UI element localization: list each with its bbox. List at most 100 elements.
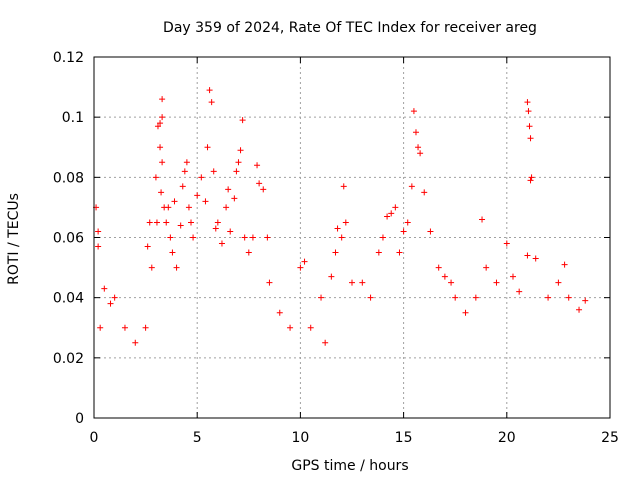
x-tick-label: 20: [498, 430, 516, 446]
data-point: [264, 234, 271, 241]
data-point: [479, 216, 486, 223]
data-point: [417, 150, 424, 157]
data-point: [404, 219, 411, 226]
data-point: [421, 189, 428, 196]
data-point: [239, 117, 246, 124]
data-point: [338, 234, 345, 241]
data-point: [318, 294, 325, 301]
data-point: [392, 204, 399, 211]
data-point: [415, 144, 422, 151]
data-point: [225, 186, 232, 193]
data-point: [237, 147, 244, 154]
data-point: [396, 249, 403, 256]
x-tick-label: 10: [291, 430, 309, 446]
data-point: [111, 294, 118, 301]
scatter-points: [93, 87, 589, 346]
y-tick-labels: 0 0.02 0.04 0.06 0.08 0.1 0.12: [53, 50, 84, 427]
data-point: [210, 168, 217, 175]
data-point: [561, 261, 568, 268]
data-point: [241, 234, 248, 241]
y-tick-label: 0.06: [53, 231, 84, 247]
data-point: [545, 294, 552, 301]
data-point: [334, 225, 341, 232]
y-tick-label: 0.08: [53, 170, 84, 186]
data-point: [204, 144, 211, 151]
data-point: [235, 159, 242, 166]
y-axis-label: ROTI / TECUs: [6, 193, 22, 285]
data-point: [206, 87, 213, 94]
data-point: [503, 240, 510, 247]
data-point: [328, 273, 335, 280]
data-point: [527, 135, 534, 142]
data-point: [287, 324, 294, 331]
data-point: [190, 234, 197, 241]
data-point: [525, 108, 532, 115]
data-point: [493, 279, 500, 286]
data-point: [153, 219, 160, 226]
data-point: [173, 264, 180, 271]
data-point: [142, 324, 149, 331]
data-point: [582, 297, 589, 304]
data-point: [181, 168, 188, 175]
data-point: [249, 234, 256, 241]
data-point: [340, 183, 347, 190]
data-point: [154, 123, 161, 130]
data-point: [448, 279, 455, 286]
data-point: [509, 273, 516, 280]
data-point: [375, 249, 382, 256]
data-point: [159, 114, 166, 121]
data-point: [576, 306, 583, 313]
data-point: [165, 204, 172, 211]
data-point: [223, 204, 230, 211]
data-point: [218, 240, 225, 247]
data-point: [276, 309, 283, 316]
y-tick-label: 0.02: [53, 351, 84, 367]
data-point: [194, 192, 201, 199]
data-point: [408, 183, 415, 190]
data-point: [266, 279, 273, 286]
data-point: [472, 294, 479, 301]
x-tick-labels: 0 5 10 15 20 25: [90, 430, 619, 446]
data-point: [452, 294, 459, 301]
x-tick-label: 0: [90, 430, 99, 446]
data-point: [245, 249, 252, 256]
gridlines: [94, 57, 610, 418]
data-point: [410, 108, 417, 115]
data-point: [379, 234, 386, 241]
data-point: [435, 264, 442, 271]
y-tick-label: 0: [75, 411, 84, 427]
data-point: [555, 279, 562, 286]
data-point: [171, 198, 178, 205]
axis-ticks: [93, 56, 611, 419]
data-point: [231, 195, 238, 202]
x-tick-label: 25: [601, 430, 619, 446]
data-point: [97, 324, 104, 331]
data-point: [349, 279, 355, 286]
data-point: [527, 177, 534, 184]
data-point: [359, 279, 366, 286]
data-point: [198, 174, 205, 181]
data-point: [132, 339, 139, 346]
data-point: [462, 309, 469, 316]
data-point: [301, 258, 308, 265]
data-point: [388, 210, 395, 217]
data-point: [412, 129, 419, 136]
data-point: [342, 219, 349, 226]
data-point: [157, 144, 164, 151]
data-point: [121, 324, 128, 331]
data-point: [144, 243, 151, 250]
data-point: [483, 264, 490, 271]
data-point: [322, 339, 329, 346]
x-tick-label: 15: [395, 430, 413, 446]
data-point: [212, 225, 219, 232]
y-tick-label: 0.04: [53, 291, 84, 307]
data-point: [526, 123, 533, 130]
data-point: [307, 324, 314, 331]
data-point: [400, 228, 407, 235]
data-point: [148, 264, 155, 271]
data-point: [152, 174, 159, 181]
data-point: [177, 222, 184, 229]
data-point: [427, 228, 434, 235]
data-point: [95, 243, 102, 250]
